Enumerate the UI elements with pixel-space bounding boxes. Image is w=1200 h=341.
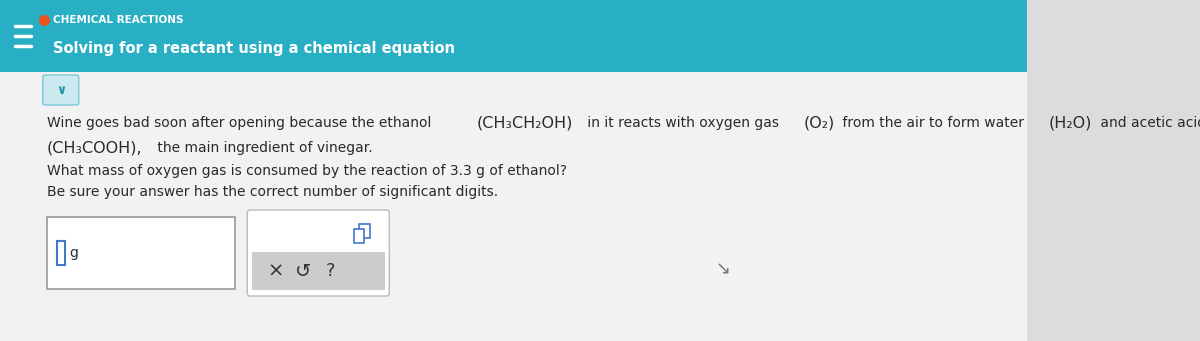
Text: (CH₃CH₂OH): (CH₃CH₂OH) — [476, 116, 572, 131]
Text: ↖: ↖ — [712, 257, 726, 275]
Bar — [252, 252, 385, 290]
Text: the main ingredient of vinegar.: the main ingredient of vinegar. — [152, 141, 372, 155]
Text: (H₂O): (H₂O) — [1049, 116, 1092, 131]
Bar — [359, 224, 370, 238]
Text: ×: × — [268, 262, 283, 281]
FancyBboxPatch shape — [43, 75, 79, 105]
Text: g: g — [70, 246, 78, 260]
Text: CHEMICAL REACTIONS: CHEMICAL REACTIONS — [53, 15, 184, 25]
Bar — [252, 215, 385, 251]
Text: Be sure your answer has the correct number of significant digits.: Be sure your answer has the correct numb… — [47, 185, 498, 199]
Bar — [0, 72, 1027, 341]
Bar — [47, 217, 235, 289]
Bar — [58, 241, 65, 265]
Text: (O₂): (O₂) — [804, 116, 835, 131]
Text: (CH₃COOH),: (CH₃COOH), — [47, 140, 143, 155]
Text: ?: ? — [325, 262, 335, 280]
Text: and acetic acid: and acetic acid — [1097, 116, 1200, 130]
Text: in it reacts with oxygen gas: in it reacts with oxygen gas — [583, 116, 784, 130]
Text: from the air to form water: from the air to form water — [839, 116, 1028, 130]
Text: ∨: ∨ — [55, 84, 66, 97]
Text: Solving for a reactant using a chemical equation: Solving for a reactant using a chemical … — [53, 41, 455, 56]
Text: Wine goes bad soon after opening because the ethanol: Wine goes bad soon after opening because… — [47, 116, 436, 130]
Bar — [354, 229, 365, 243]
Bar — [0, 0, 1027, 72]
Text: What mass of oxygen gas is consumed by the reaction of 3.3 g of ethanol?: What mass of oxygen gas is consumed by t… — [47, 164, 568, 178]
FancyBboxPatch shape — [247, 210, 389, 296]
Text: ↺: ↺ — [295, 262, 311, 281]
